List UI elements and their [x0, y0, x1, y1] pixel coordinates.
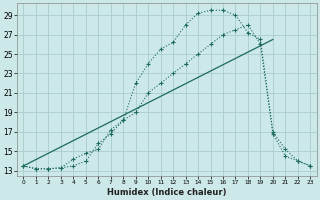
X-axis label: Humidex (Indice chaleur): Humidex (Indice chaleur): [107, 188, 227, 197]
